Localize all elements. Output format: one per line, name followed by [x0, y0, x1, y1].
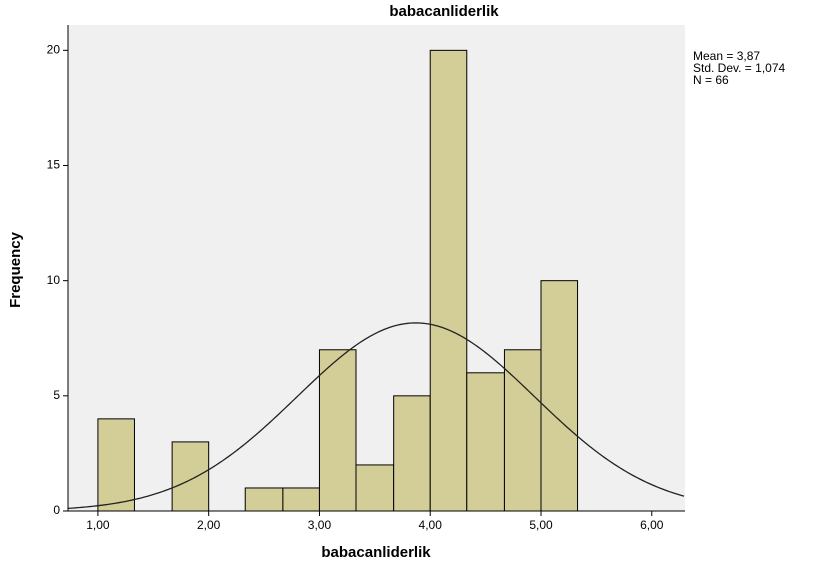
plot-area	[68, 25, 685, 511]
bar	[318, 349, 357, 512]
bar	[282, 487, 320, 512]
normal-curve	[67, 322, 685, 510]
bar	[466, 372, 505, 512]
bar	[355, 464, 395, 512]
bar	[97, 418, 135, 512]
bar	[393, 395, 431, 512]
x-tick-label: 4,00	[419, 518, 443, 532]
bar	[244, 487, 284, 512]
y-tick-label: 20	[47, 43, 61, 57]
stat-annotation: Std. Dev. = 1,074	[693, 61, 785, 75]
x-tick-label: 1,00	[86, 518, 110, 532]
y-tick-label: 0	[53, 503, 60, 517]
x-tick-label: 2,00	[197, 518, 221, 532]
bar	[429, 49, 468, 512]
x-axis-label: babacanliderlik	[321, 544, 431, 561]
stat-annotation: Mean = 3,87	[693, 49, 760, 63]
y-tick-label: 5	[53, 388, 60, 402]
bar	[540, 280, 579, 512]
x-tick-label: 6,00	[640, 518, 664, 532]
chart-title: babacanliderlik	[389, 3, 499, 20]
y-tick-label: 15	[47, 158, 61, 172]
bar	[503, 349, 542, 512]
x-tick-label: 3,00	[308, 518, 332, 532]
bar	[171, 441, 210, 512]
y-axis-label: Frequency	[7, 231, 24, 308]
y-tick-label: 10	[47, 273, 61, 287]
x-tick-label: 5,00	[529, 518, 553, 532]
stat-annotation: N = 66	[693, 73, 729, 87]
